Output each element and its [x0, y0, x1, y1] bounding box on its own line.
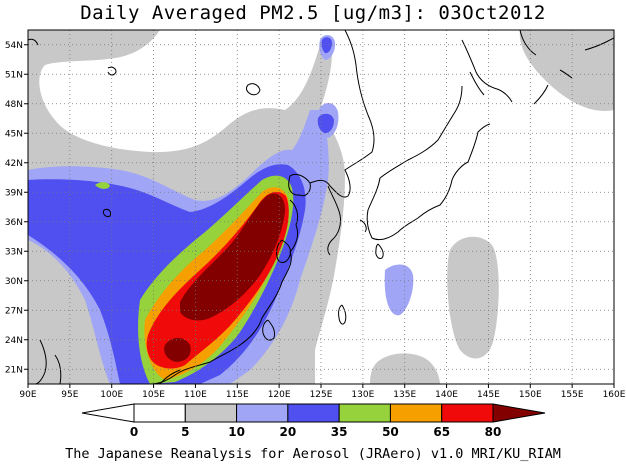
lat-tick-label: 51N [5, 70, 23, 80]
colorbar-tick-label: 50 [382, 425, 399, 439]
lat-tick-label: 42N [5, 159, 23, 169]
lon-tick-label: 110E [184, 390, 207, 400]
pm25-band-5-10 [519, 30, 614, 111]
lat-tick-label: 30N [5, 277, 23, 287]
lat-tick-label: 27N [5, 306, 23, 316]
colorbar-tick-label: 80 [485, 425, 502, 439]
lon-tick-label: 125E [310, 390, 333, 400]
colorbar-tick-label: 20 [280, 425, 297, 439]
lon-tick-label: 155E [561, 390, 584, 400]
lon-tick-label: 115E [226, 390, 249, 400]
colorbar-box [133, 403, 186, 423]
lon-tick-label: 160E [603, 390, 626, 400]
lat-tick-label: 24N [5, 336, 23, 346]
lat-tick-labels: 21N 24N 27N 30N 33N 36N 39N 42N 45N 48N 51N 54N [5, 41, 28, 375]
pm25-band-20-35 [321, 37, 332, 54]
lat-tick-label: 33N [5, 247, 23, 257]
lat-tick-label: 39N [5, 188, 23, 198]
lon-tick-labels: 90E 95E 100E 105E 110E 115E 120E 125E 130E 135E 14… [19, 384, 626, 400]
colorbar-box [338, 403, 391, 423]
lon-tick-label: 105E [142, 390, 165, 400]
pm25-band-80-plus [164, 337, 191, 362]
lon-tick-label: 100E [100, 390, 123, 400]
colorbar-box [389, 403, 443, 423]
pm25-band-35-50 [95, 182, 110, 189]
lon-tick-label: 130E [351, 390, 374, 400]
map-title: Daily Averaged PM2.5 [ug/m3]: 03Oct2012 [80, 2, 546, 24]
pm25-field [28, 30, 614, 384]
colorbar-box [236, 403, 289, 423]
map-gridlines [28, 30, 614, 384]
pm25-band-10-20 [384, 264, 414, 316]
lon-tick-label: 90E [19, 390, 36, 400]
lon-tick-label: 135E [393, 390, 416, 400]
lat-tick-label: 21N [5, 365, 23, 375]
attribution-footer: The Japanese Reanalysis for Aerosol (JRA… [65, 446, 561, 462]
lat-tick-label: 48N [5, 100, 23, 110]
lon-tick-label: 95E [61, 390, 78, 400]
colorbar-box [441, 403, 494, 423]
colorbar-tick-label: 0 [130, 425, 138, 439]
lon-tick-label: 150E [519, 390, 542, 400]
pm25-band-20-35 [317, 113, 334, 134]
pm25-band-5-10 [447, 236, 499, 359]
colorbar-tick-label: 10 [228, 425, 245, 439]
colorbar-box [287, 403, 340, 423]
pm25-band-80-plus [180, 193, 286, 321]
lat-tick-label: 36N [5, 218, 23, 228]
colorbar-tick-label: 35 [331, 425, 348, 439]
lat-tick-label: 45N [5, 129, 23, 139]
colorbar-tick-label: 5 [181, 425, 189, 439]
colorbar-box [184, 403, 238, 423]
lat-tick-label: 54N [5, 41, 23, 51]
lon-tick-label: 140E [435, 390, 458, 400]
colorbar: 0 5 10 20 35 50 65 80 [81, 403, 546, 439]
coastlines [28, 30, 614, 384]
pm25-band-5-10 [370, 353, 440, 384]
colorbar-extend-high [492, 403, 546, 423]
lon-tick-label: 145E [477, 390, 500, 400]
lon-tick-label: 120E [268, 390, 291, 400]
colorbar-extend-low [81, 403, 135, 423]
colorbar-tick-label: 65 [433, 425, 450, 439]
